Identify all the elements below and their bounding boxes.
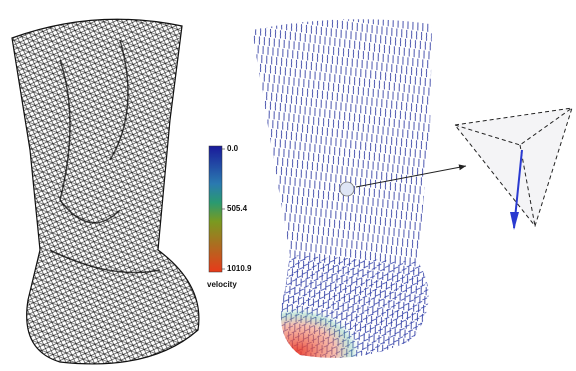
figure: velocity 0.0 505.4 1010.9 (0, 0, 576, 371)
velocity-arrowhead (510, 212, 519, 230)
colorbar-label: velocity (207, 280, 237, 289)
colorbar-tick-label: 0.0 (227, 144, 239, 153)
wireframe-mesh (12, 19, 199, 364)
colorbar-tick-label: 1010.9 (227, 264, 252, 273)
colorbar (209, 146, 222, 272)
probe-sphere (340, 182, 354, 196)
page: velocity 0.0505.41010.9 (() => { const d… (0, 0, 576, 371)
colorbar-tick-label: 505.4 (227, 204, 248, 213)
high-velocity-region (281, 255, 429, 358)
tetrahedron (455, 108, 572, 226)
